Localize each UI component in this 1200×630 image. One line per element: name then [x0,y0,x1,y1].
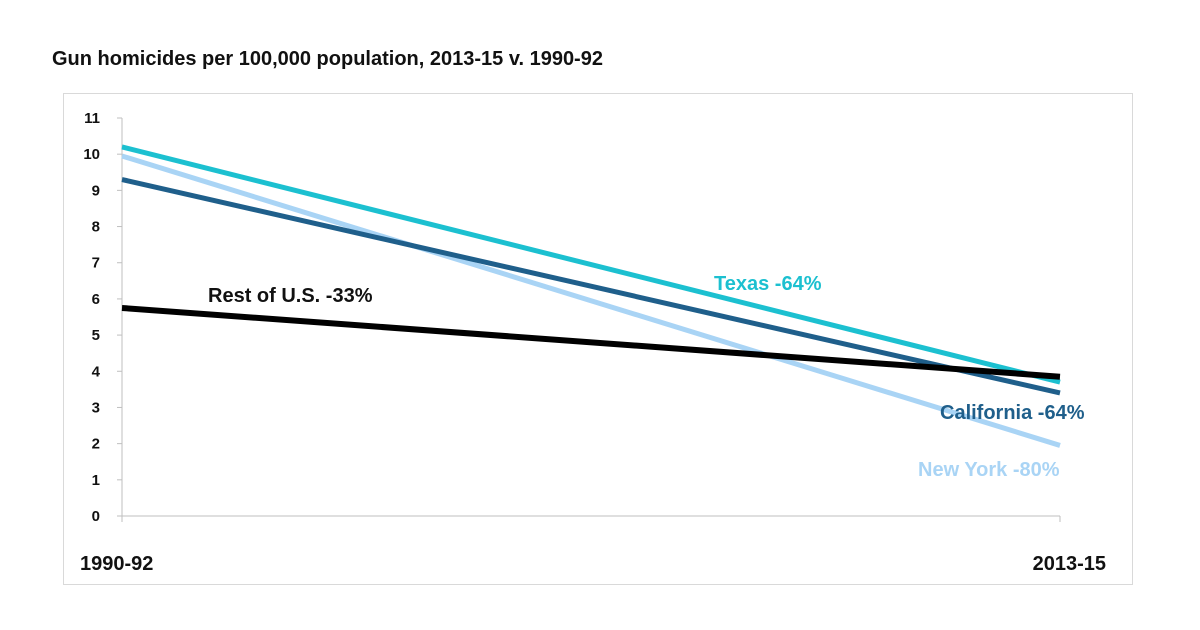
y-tick-label: 5 [92,327,100,344]
y-tick-label: 0 [92,508,100,525]
chart-title: Gun homicides per 100,000 population, 20… [52,48,603,70]
series-lines [121,144,1061,448]
series-label-texas: Texas -64% [714,273,822,295]
y-tick-label: 2 [92,436,100,453]
y-tick-label: 4 [92,363,101,380]
series-label-rest-of-u-s: Rest of U.S. -33% [208,285,373,307]
labels: Rest of U.S. -33% California -64% Texas -6… [208,273,1085,481]
series-line-california [121,177,1061,396]
axes: 0 1 2 3 4 5 6 7 8 9 10 11 1990-92 2013-15 [80,110,1106,575]
series-line-new-york [121,153,1061,448]
chart-frame [63,93,1133,585]
y-tick-label: 1 [92,472,100,489]
series-label-california: California -64% [940,402,1085,424]
y-tick-label: 10 [83,146,100,163]
series-line-rest-of-u-s [121,304,1061,380]
x-category-label: 2013-15 [1033,553,1106,575]
y-tick-label: 6 [92,291,100,308]
y-tick-label: 9 [92,182,100,199]
series-line-texas [121,144,1061,385]
y-tick-label: 8 [92,219,100,236]
x-category-label: 1990-92 [80,553,153,575]
y-tick-label: 3 [92,399,100,416]
y-tick-label: 11 [84,110,100,127]
series-label-new-york: New York -80% [918,459,1060,481]
y-tick-label: 7 [92,255,100,272]
